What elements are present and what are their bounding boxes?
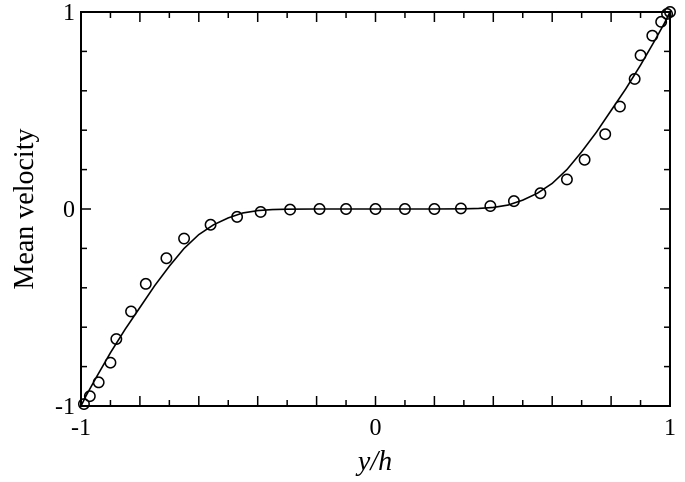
data-point xyxy=(340,203,352,215)
data-point xyxy=(534,187,547,200)
data-point xyxy=(160,252,173,265)
x-tick-label: 0 xyxy=(370,415,382,441)
data-point xyxy=(254,206,267,218)
data-point xyxy=(92,376,105,389)
x-axis-title: y/h xyxy=(355,446,392,477)
data-point xyxy=(369,203,382,215)
x-tick-label: -1 xyxy=(71,415,91,441)
data-point xyxy=(139,277,152,290)
data-point xyxy=(125,305,138,318)
data-point xyxy=(399,203,411,215)
y-tick-label: -1 xyxy=(55,394,75,420)
y-tick-label: 0 xyxy=(63,197,75,223)
y-tick-labels: -1 0 1 xyxy=(55,0,75,420)
data-point xyxy=(628,73,641,85)
data-point xyxy=(77,398,90,410)
data-point xyxy=(560,173,573,186)
axis-ticks xyxy=(80,11,671,407)
data-point xyxy=(664,6,676,18)
mean-velocity-markers xyxy=(77,6,676,410)
data-point xyxy=(599,128,612,141)
data-point xyxy=(428,203,441,215)
data-point xyxy=(634,49,647,62)
data-point xyxy=(655,15,668,28)
data-point xyxy=(313,203,326,215)
y-axis-title: Mean velocity xyxy=(9,129,40,290)
data-point xyxy=(454,202,467,215)
data-point xyxy=(83,390,96,403)
data-point xyxy=(646,29,659,42)
data-point xyxy=(661,8,674,20)
data-point xyxy=(284,203,297,216)
data-point xyxy=(613,100,626,113)
data-point xyxy=(231,210,244,223)
data-point xyxy=(104,356,117,369)
data-point xyxy=(204,218,217,231)
data-point xyxy=(484,200,497,212)
mean-velocity-line xyxy=(80,11,671,407)
data-point xyxy=(110,333,123,345)
data-point xyxy=(178,232,191,245)
x-tick-labels: -1 0 1 xyxy=(71,415,676,441)
data-point xyxy=(507,195,520,208)
x-tick-label: 1 xyxy=(664,415,676,441)
y-tick-label: 1 xyxy=(63,0,75,26)
data-point xyxy=(578,153,591,166)
